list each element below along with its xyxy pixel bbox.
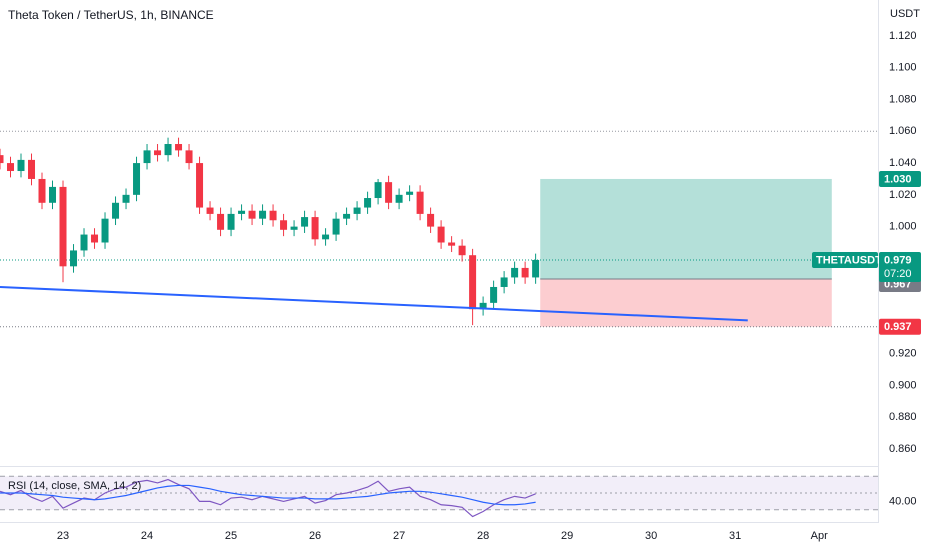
y-tick-label: 1.040 [889,157,917,169]
x-tick-label: 28 [477,530,489,542]
candle-body [17,159,25,172]
x-tick-label: 30 [645,530,657,542]
x-tick-label: 25 [225,530,237,542]
candle-body [0,155,4,164]
candle-body [59,186,67,267]
candle-body [38,178,46,203]
y-tick-label: 1.080 [889,93,917,105]
candle-body [28,159,36,179]
y-tick-label: 0.880 [889,411,917,423]
candle-body [133,163,141,195]
trendline [0,285,748,322]
candle-body [290,226,298,230]
candle-body [206,207,214,214]
y-tick-label: 0.900 [889,379,917,391]
candle-body [175,144,183,151]
candle-body [322,234,330,240]
x-tick-label: 23 [57,530,69,542]
candle-body [7,163,15,172]
candle-body [416,191,424,214]
x-tick-label: 27 [393,530,405,542]
candle-body [227,213,235,230]
candle-body [154,150,162,156]
y-tick-label: 1.060 [889,125,917,137]
candle-body [427,213,435,227]
chart-title: Theta Token / TetherUS, 1h, BINANCE [8,8,214,22]
rsi-line [0,484,536,506]
candle-body [458,245,466,256]
candle-body [70,250,78,267]
candle-body [185,150,193,164]
candle-body [521,267,529,278]
candle-body [91,234,99,243]
rsi-title: RSI (14, close, SMA, 14, 2) [8,480,141,492]
symbol-label: THETAUSDT [816,254,882,266]
candle-body [353,207,361,214]
price-label: 0.937 [884,321,912,333]
candle-body [469,255,477,310]
x-tick-label: Apr [811,530,828,542]
price-label-box [879,170,921,187]
candle-body [238,210,246,214]
candle-body [332,218,340,235]
candle-body [301,217,309,227]
y-tick-label: 1.020 [889,189,917,201]
rsi-tick-label: 40.00 [889,495,917,507]
candle-body [248,210,256,219]
y-tick-label: 1.120 [889,30,917,42]
last-price-box [879,251,921,282]
candle-body [143,150,151,164]
candle-body [437,226,445,243]
x-tick-label: 29 [561,530,573,542]
candle-body [374,182,382,199]
countdown: 07:20 [884,268,912,280]
candle-body [448,242,456,246]
candle-body [500,277,508,287]
currency: USDT [890,8,920,20]
candle-body [196,163,204,208]
candle-body [490,286,498,303]
candle-body [311,217,319,240]
candle-body [511,267,519,278]
candle-body [479,302,487,310]
symbol-box [812,251,878,268]
candle-body [280,220,288,230]
candle-body [259,210,267,219]
y-tick-label: 0.860 [889,443,917,455]
candle-body [49,186,57,203]
price-label-box [879,318,921,335]
candle-body [343,213,351,219]
x-tick-label: 31 [729,530,741,542]
candle-body [101,218,109,243]
candle-body [385,182,393,203]
y-tick-label: 1.000 [889,221,917,233]
candle-body [364,198,372,208]
price-label: 1.030 [884,173,912,185]
y-tick-label: 0.920 [889,348,917,360]
candle-body [164,144,172,156]
candle-body [80,234,88,251]
candle-body [395,194,403,203]
last-price-label: 0.979 [884,254,912,266]
candle-body [406,191,414,195]
candle-body [532,259,540,278]
candle-body [269,210,277,221]
loss-zone [540,279,832,327]
x-tick-label: 24 [141,530,153,542]
candle-body [122,194,130,203]
profit-zone [540,178,832,280]
x-tick-label: 26 [309,530,321,542]
y-tick-label: 1.100 [889,62,917,74]
candle-body [217,213,225,230]
candle-body [112,202,120,219]
